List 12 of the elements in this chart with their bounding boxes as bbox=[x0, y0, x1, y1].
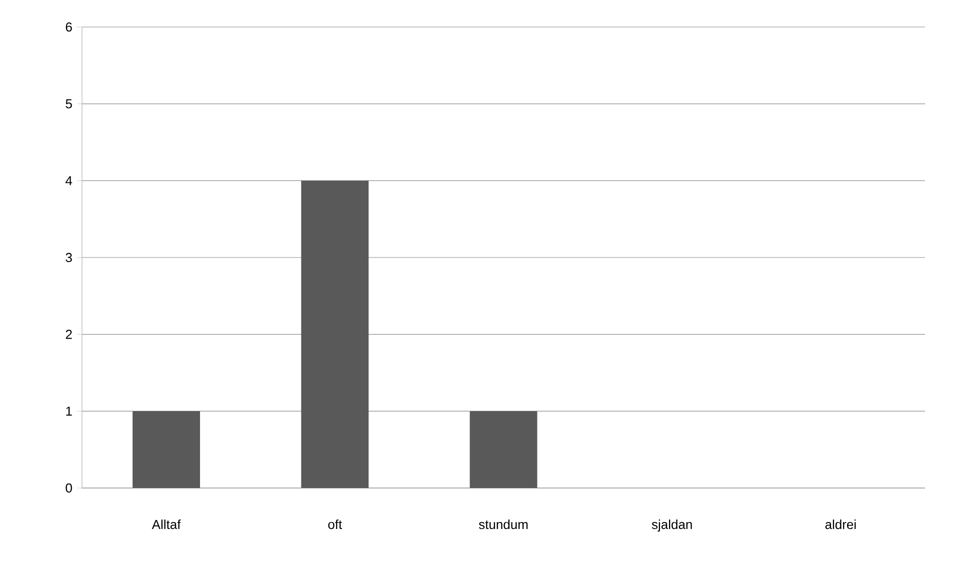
y-tick-label: 5 bbox=[66, 99, 72, 108]
x-tick-label: oft bbox=[328, 520, 342, 530]
y-tick-label: 1 bbox=[66, 406, 72, 416]
y-tick-label: 6 bbox=[66, 22, 72, 32]
y-tick-label: 0 bbox=[66, 483, 72, 493]
y-tick-label: 4 bbox=[66, 176, 72, 186]
x-tick-label: Alltaf bbox=[152, 520, 181, 530]
x-tick-label: stundum bbox=[478, 520, 528, 530]
y-tick-label: 3 bbox=[66, 252, 72, 262]
x-tick-label: sjaldan bbox=[652, 520, 692, 532]
x-tick-label: aldrei bbox=[825, 520, 856, 530]
y-tick-label: 2 bbox=[66, 330, 72, 339]
